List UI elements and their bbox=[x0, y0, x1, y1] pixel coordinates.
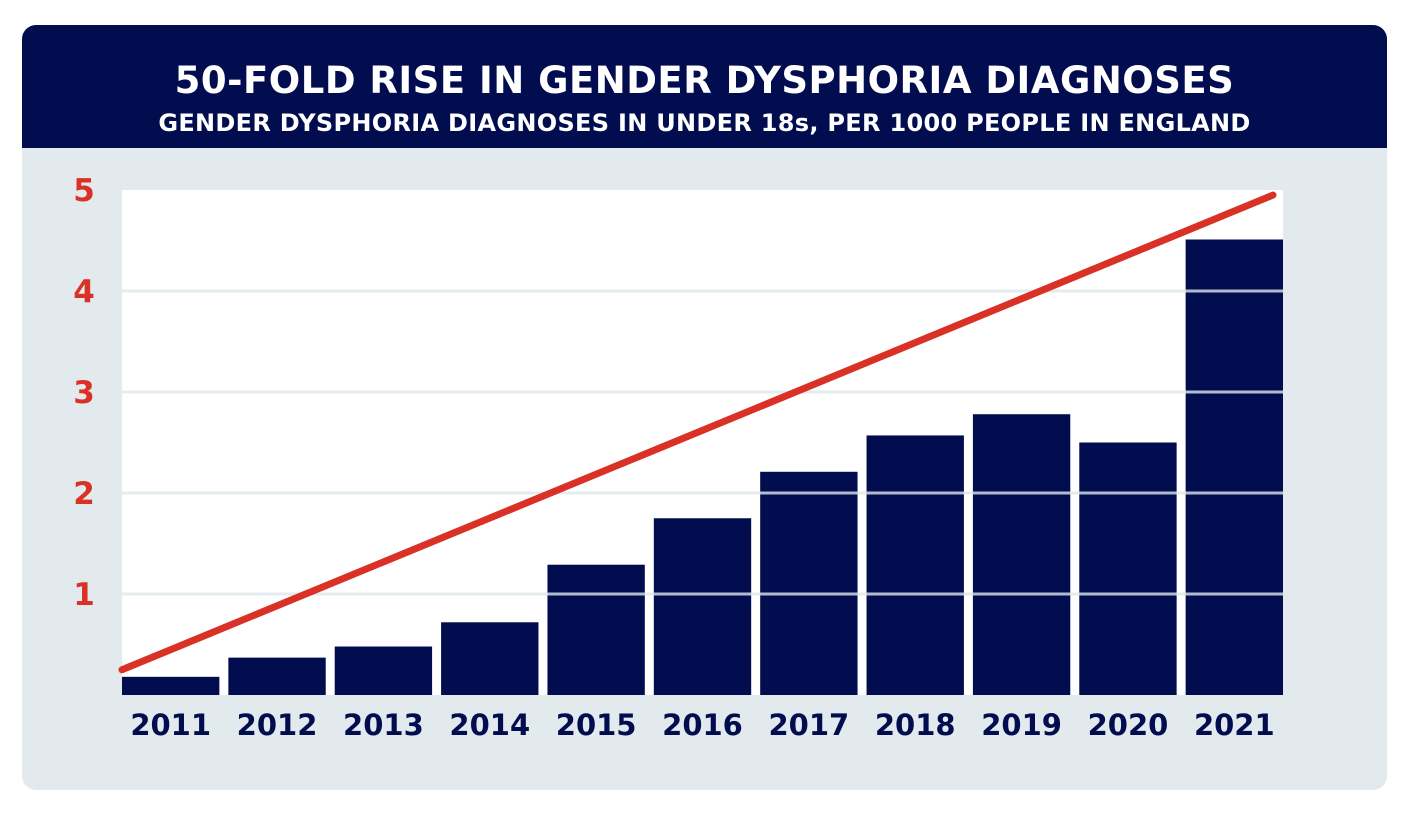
chart-subtitle: GENDER DYSPHORIA DIAGNOSES IN UNDER 18s,… bbox=[158, 109, 1251, 137]
y-tick-label: 1 bbox=[73, 577, 95, 613]
y-tick-label: 2 bbox=[73, 476, 95, 512]
x-tick-label: 2021 bbox=[1194, 708, 1275, 742]
x-tick-label: 2020 bbox=[1088, 708, 1169, 742]
x-tick-label: 2019 bbox=[981, 708, 1062, 742]
bar-2011 bbox=[122, 676, 220, 695]
x-tick-label: 2012 bbox=[237, 708, 318, 742]
y-tick-label: 5 bbox=[73, 173, 95, 209]
bar-2017 bbox=[760, 471, 858, 695]
x-tick-label: 2016 bbox=[662, 708, 743, 742]
bar-2012 bbox=[228, 657, 326, 695]
y-tick-label: 3 bbox=[73, 375, 95, 411]
y-tick-label: 4 bbox=[73, 274, 95, 310]
bar-2016 bbox=[653, 518, 752, 695]
bar-2019 bbox=[972, 414, 1071, 695]
bar-2021 bbox=[1185, 239, 1283, 696]
bar-2018 bbox=[866, 435, 964, 695]
x-tick-label: 2013 bbox=[343, 708, 424, 742]
x-tick-label: 2017 bbox=[769, 708, 850, 742]
x-tick-label: 2015 bbox=[556, 708, 637, 742]
x-tick-label: 2018 bbox=[875, 708, 956, 742]
trend-line bbox=[118, 191, 1277, 674]
chart-title: 50-FOLD RISE IN GENDER DYSPHORIA DIAGNOS… bbox=[174, 59, 1235, 102]
x-tick-label: 2011 bbox=[130, 708, 211, 742]
x-tick-label: 2014 bbox=[449, 708, 530, 742]
bar-2013 bbox=[334, 646, 433, 695]
chart-header: 50-FOLD RISE IN GENDER DYSPHORIA DIAGNOS… bbox=[22, 25, 1387, 148]
bar-2015 bbox=[547, 564, 645, 695]
bar-2020 bbox=[1079, 442, 1177, 695]
bar-2014 bbox=[441, 622, 539, 695]
